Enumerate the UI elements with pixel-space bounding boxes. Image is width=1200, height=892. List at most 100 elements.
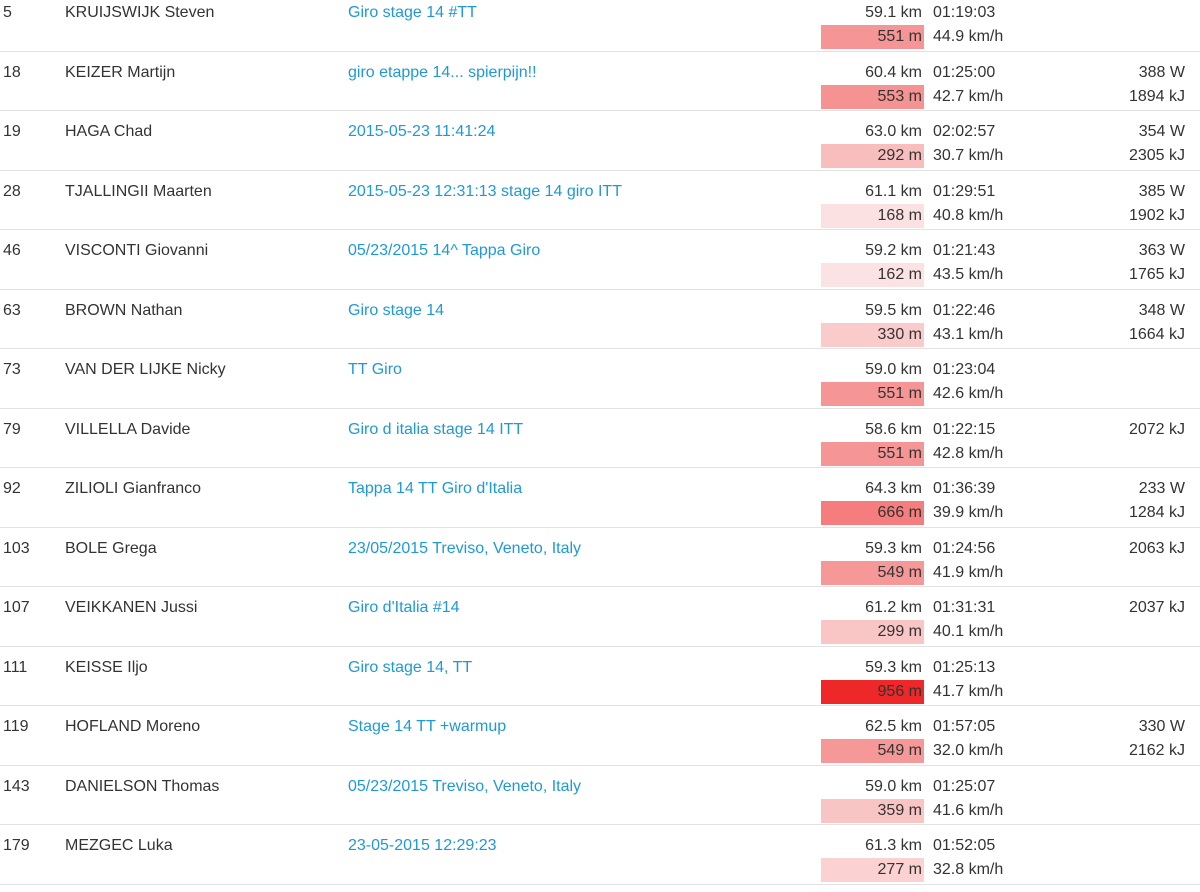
energy-value: 1894 kJ [1128,87,1185,105]
distance-value: 63.0 km [865,123,922,140]
distance-value: 58.6 km [865,420,922,438]
activity-link[interactable]: Giro d italia stage 14 ITT [348,420,524,438]
table-row: 92 ZILIOLI Gianfranco Tappa 14 TT Giro d… [0,468,1200,528]
duration-value: 01:29:51 [933,182,996,200]
distance-value: 62.5 km [865,718,922,735]
energy-value: 1284 kJ [1128,504,1185,521]
activity-link[interactable]: 2015-05-23 12:31:13 stage 14 giro ITT [348,182,622,200]
rider-rank: 73 [3,361,21,378]
activity-link[interactable]: giro etappe 14... spierpijn!! [348,63,537,81]
elevation-value: 666 m [821,501,924,525]
energy-value [1108,561,1185,585]
rider-name: VILLELLA Davide [65,420,191,438]
distance-value: 64.3 km [865,480,922,497]
speed-value: 42.6 km/h [933,385,1004,402]
speed-value: 32.0 km/h [933,742,1004,759]
power-value [1108,358,1185,382]
power-value: 2037 kJ [1128,599,1185,616]
rider-rank: 18 [3,63,21,81]
activity-link[interactable]: 05/23/2015 14^ Tappa Giro [348,242,541,259]
duration-value: 01:22:46 [933,301,996,319]
elevation-value: 299 m [821,620,924,644]
duration-value: 01:31:31 [933,599,996,616]
activity-link[interactable]: Giro stage 14 [348,301,445,319]
rider-rank: 28 [3,182,21,200]
table-row: 143 DANIELSON Thomas 05/23/2015 Treviso,… [0,766,1200,825]
duration-value: 01:19:03 [933,4,996,21]
activity-link[interactable]: 05/23/2015 Treviso, Veneto, Italy [348,777,582,795]
energy-value [1108,442,1185,466]
rider-name: KEISSE Iljo [65,658,148,676]
elevation-value: 277 m [821,858,924,882]
speed-value: 40.1 km/h [933,623,1004,640]
activity-link[interactable]: 2015-05-23 11:41:24 [348,123,496,140]
rider-name: VAN DER LIJKE Nicky [65,361,226,378]
rider-name: BROWN Nathan [65,301,183,319]
rider-name: KRUIJSWIJK Steven [65,4,215,21]
table-row: 103 BOLE Grega 23/05/2015 Treviso, Venet… [0,528,1200,587]
elevation-value: 168 m [821,203,924,228]
distance-value: 59.2 km [865,242,922,259]
power-value: 330 W [1138,718,1185,735]
activity-link[interactable]: Giro d'Italia #14 [348,599,460,616]
table-row: 179 MEZGEC Luka 23-05-2015 12:29:23 61.3… [0,825,1200,885]
rider-name: HOFLAND Moreno [65,718,201,735]
table-row: 46 VISCONTI Giovanni 05/23/2015 14^ Tapp… [0,230,1200,290]
activity-link[interactable]: 23/05/2015 Treviso, Veneto, Italy [348,539,582,557]
speed-value: 30.7 km/h [933,147,1004,164]
duration-value: 01:25:13 [933,658,996,676]
energy-value: 1664 kJ [1128,325,1185,343]
elevation-value: 330 m [821,322,924,347]
energy-value: 2162 kJ [1128,742,1185,759]
distance-value: 59.1 km [865,4,922,21]
energy-value [1108,620,1185,644]
activity-link[interactable]: Stage 14 TT +warmup [348,718,507,735]
distance-value: 60.4 km [865,63,922,81]
rider-name: KEIZER Martijn [65,63,176,81]
rider-rank: 107 [3,599,30,616]
table-row: 119 HOFLAND Moreno Stage 14 TT +warmup 6… [0,706,1200,766]
activity-link[interactable]: Giro stage 14 #TT [348,4,477,21]
distance-value: 59.3 km [865,539,922,557]
power-value: 385 W [1138,182,1185,200]
speed-value: 41.9 km/h [933,563,1004,581]
duration-value: 01:23:04 [933,361,996,378]
elevation-value: 292 m [821,144,924,168]
elevation-value: 551 m [821,382,924,406]
rider-name: TJALLINGII Maarten [65,182,212,200]
energy-value: 2305 kJ [1128,147,1185,164]
speed-value: 43.1 km/h [933,325,1004,343]
elevation-value: 956 m [821,679,924,704]
speed-value: 41.7 km/h [933,682,1004,700]
speed-value: 41.6 km/h [933,801,1004,819]
activity-link[interactable]: Tappa 14 TT Giro d'Italia [348,480,523,497]
power-value: 388 W [1138,63,1185,81]
elevation-value: 162 m [821,263,924,287]
rider-rank: 63 [3,301,21,319]
rider-rank: 143 [3,777,30,795]
rider-rank: 92 [3,480,21,497]
speed-value: 43.5 km/h [933,266,1004,283]
activity-link[interactable]: TT Giro [348,361,402,378]
duration-value: 01:25:00 [933,63,996,81]
duration-value: 01:57:05 [933,718,996,735]
power-value: 363 W [1138,242,1185,259]
elevation-value: 551 m [821,441,924,466]
duration-value: 01:22:15 [933,420,996,438]
duration-value: 01:36:39 [933,480,996,497]
rider-rank: 111 [3,658,28,676]
distance-value: 59.3 km [865,658,922,676]
rider-name: HAGA Chad [65,123,153,140]
power-value: 233 W [1138,480,1185,497]
activity-link[interactable]: Giro stage 14, TT [348,658,473,676]
table-row: 18 KEIZER Martijn giro etappe 14... spie… [0,52,1200,111]
distance-value: 61.1 km [865,182,922,200]
rider-name: BOLE Grega [65,539,157,557]
energy-value: 1765 kJ [1128,266,1185,283]
activity-link[interactable]: 23-05-2015 12:29:23 [348,837,497,854]
power-value [1108,834,1185,858]
energy-value [1108,25,1185,49]
rider-rank: 46 [3,242,21,259]
elevation-value: 549 m [821,739,924,763]
energy-value [1108,799,1185,823]
